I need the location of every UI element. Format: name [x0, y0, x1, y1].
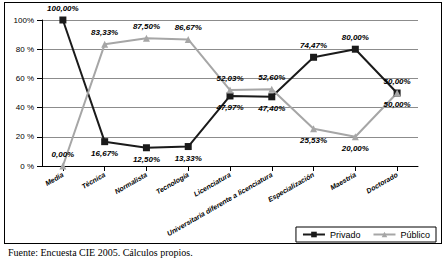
svg-text:Doctorado: Doctorado — [365, 171, 399, 195]
svg-text:0 %: 0 % — [20, 162, 34, 171]
svg-text:50,00%: 50,00% — [384, 77, 411, 86]
svg-text:60 %: 60 % — [16, 74, 34, 83]
svg-text:20,00%: 20,00% — [341, 144, 369, 153]
svg-text:12,50%: 12,50% — [133, 155, 160, 164]
svg-text:Especialización: Especialización — [267, 171, 316, 204]
svg-text:20 %: 20 % — [16, 132, 34, 141]
svg-text:52,60%: 52,60% — [258, 73, 285, 82]
svg-text:Público: Público — [400, 230, 430, 240]
svg-text:86,67%: 86,67% — [175, 23, 202, 32]
svg-text:40 %: 40 % — [16, 103, 34, 112]
svg-text:13,33%: 13,33% — [175, 154, 202, 163]
svg-text:47,40%: 47,40% — [257, 104, 285, 113]
svg-text:100%: 100% — [14, 16, 34, 25]
svg-text:Media: Media — [44, 171, 65, 187]
svg-text:Maestría: Maestría — [329, 171, 357, 191]
svg-text:50,00%: 50,00% — [384, 100, 411, 109]
svg-text:87,50%: 87,50% — [133, 22, 160, 31]
svg-text:74,47%: 74,47% — [300, 41, 327, 50]
svg-text:Técnica: Técnica — [80, 171, 106, 190]
svg-text:Tecnología: Tecnología — [155, 171, 191, 196]
html-text:Fuente: Encuesta CIE 2005. Cál: Fuente: Encuesta CIE 2005. Cálculos prop… — [8, 247, 193, 258]
svg-text:16,67%: 16,67% — [91, 149, 118, 158]
svg-text:Privado: Privado — [330, 230, 361, 240]
svg-text:25,53%: 25,53% — [299, 136, 327, 145]
svg-text:80 %: 80 % — [16, 45, 34, 54]
svg-text:47,97%: 47,97% — [215, 103, 243, 112]
svg-text:80,00%: 80,00% — [342, 33, 369, 42]
svg-text:0,00%: 0,00% — [52, 150, 75, 159]
svg-text:Licenciatura: Licenciatura — [193, 171, 232, 198]
svg-text:83,33%: 83,33% — [91, 28, 118, 37]
svg-text:Normalista: Normalista — [113, 171, 148, 195]
svg-text:Universitaria diferente a lice: Universitaria diferente a licenciatura — [166, 171, 274, 237]
svg-text:52,03%: 52,03% — [216, 74, 243, 83]
svg-text:100,00%: 100,00% — [47, 4, 79, 13]
